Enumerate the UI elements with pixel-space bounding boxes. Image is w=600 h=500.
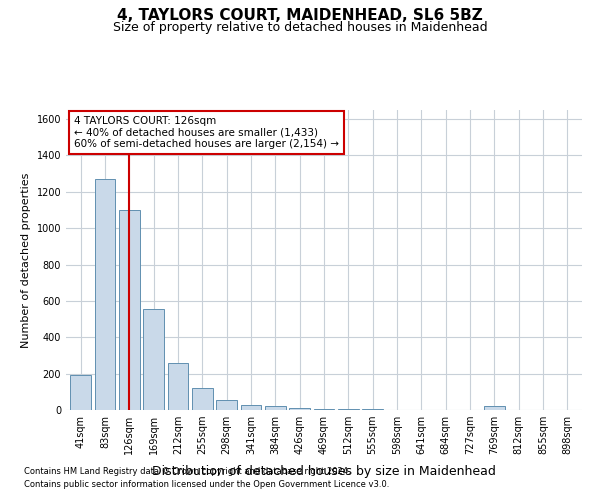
Bar — [70, 374, 91, 410]
Text: 4, TAYLORS COURT, MAIDENHEAD, SL6 5BZ: 4, TAYLORS COURT, MAIDENHEAD, SL6 5BZ — [117, 8, 483, 22]
Bar — [289, 408, 310, 410]
Bar — [484, 406, 505, 410]
Bar — [167, 362, 188, 410]
Bar — [143, 309, 164, 410]
X-axis label: Distribution of detached houses by size in Maidenhead: Distribution of detached houses by size … — [152, 466, 496, 478]
Text: Size of property relative to detached houses in Maidenhead: Size of property relative to detached ho… — [113, 21, 487, 34]
Bar — [265, 406, 286, 410]
Y-axis label: Number of detached properties: Number of detached properties — [21, 172, 31, 348]
Text: Contains public sector information licensed under the Open Government Licence v3: Contains public sector information licen… — [24, 480, 389, 489]
Bar — [216, 400, 237, 410]
Text: Contains HM Land Registry data © Crown copyright and database right 2024.: Contains HM Land Registry data © Crown c… — [24, 467, 350, 476]
Text: 4 TAYLORS COURT: 126sqm
← 40% of detached houses are smaller (1,433)
60% of semi: 4 TAYLORS COURT: 126sqm ← 40% of detache… — [74, 116, 339, 149]
Bar — [241, 404, 262, 410]
Bar — [119, 210, 140, 410]
Bar — [95, 179, 115, 410]
Bar — [314, 409, 334, 410]
Bar — [192, 388, 212, 410]
